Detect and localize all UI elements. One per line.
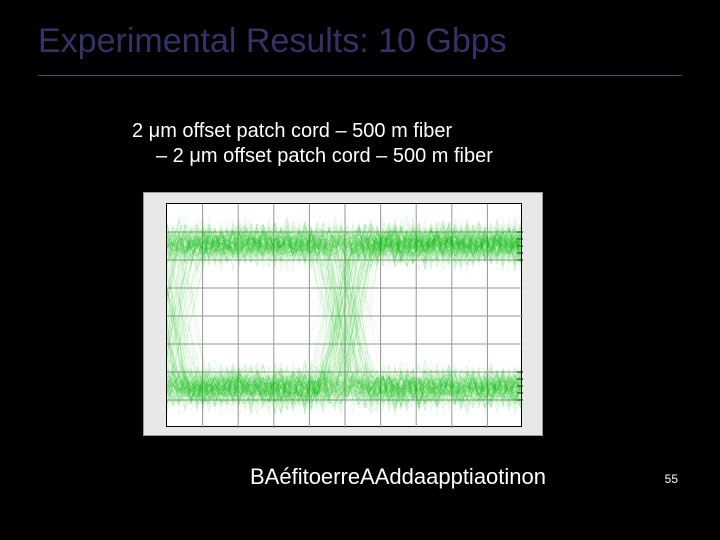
desc-line-1: 2 μm offset patch cord – 500 m fiber bbox=[132, 120, 493, 143]
desc-line-2: – 2 μm offset patch cord – 500 m fiber bbox=[132, 145, 493, 168]
description-block: 2 μm offset patch cord – 500 m fiber – 2… bbox=[132, 120, 493, 168]
eye-diagram-plot bbox=[166, 203, 522, 427]
chart-caption: BAéfitoerreAAddaapptiaotinon bbox=[250, 464, 546, 490]
title-underline bbox=[38, 75, 682, 76]
slide-number: 55 bbox=[665, 472, 678, 486]
slide-title: Experimental Results: 10 Gbps bbox=[0, 0, 720, 61]
eye-diagram-svg bbox=[167, 204, 523, 428]
eye-diagram-frame bbox=[143, 192, 543, 436]
